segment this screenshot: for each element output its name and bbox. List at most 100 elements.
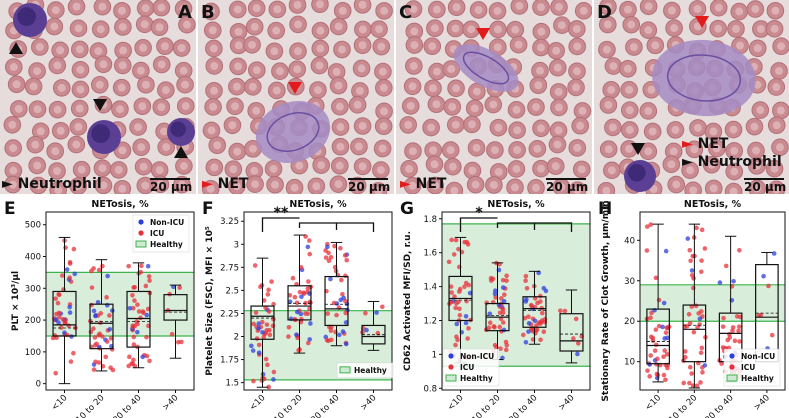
data-point — [529, 326, 534, 332]
panel-label-e: E — [4, 199, 16, 219]
data-point — [500, 277, 506, 283]
data-point — [689, 371, 694, 376]
data-point — [661, 372, 667, 378]
red-blood-cell-center — [553, 63, 562, 72]
data-point — [126, 363, 131, 369]
data-point — [696, 311, 701, 316]
scale-label: 20 µm — [546, 180, 589, 194]
red-blood-cell-center — [448, 102, 457, 111]
red-blood-cell-center — [537, 124, 546, 133]
data-point — [681, 380, 687, 386]
data-point — [135, 329, 140, 335]
data-point — [694, 383, 700, 389]
data-point — [338, 245, 343, 251]
legend-label: Healthy — [741, 374, 774, 383]
data-point — [265, 362, 270, 368]
data-point — [453, 305, 458, 311]
data-point — [504, 342, 510, 348]
red-blood-cell-center — [275, 67, 284, 76]
red-blood-cell-center — [689, 186, 698, 194]
red-blood-cell-center — [408, 147, 417, 156]
red-blood-cell-center — [512, 105, 521, 114]
legend-net-label: NET — [217, 176, 249, 192]
x-tick-label: >40 — [359, 393, 379, 413]
significance-marker: * — [475, 205, 483, 221]
data-point — [664, 325, 670, 330]
box — [250, 305, 275, 340]
red-blood-cell-center — [228, 121, 237, 130]
panel-label-c: C — [399, 2, 413, 23]
data-point — [93, 313, 98, 319]
y-tick-label: 1.4 — [423, 283, 437, 293]
red-blood-cell-center — [776, 106, 785, 115]
data-point — [110, 367, 116, 373]
data-point — [139, 263, 144, 269]
y-tick-label: 1.5 — [225, 379, 239, 389]
red-blood-cell-center — [335, 161, 344, 170]
x-tick-label: 20 to 40 — [507, 393, 539, 418]
red-blood-cell-center — [489, 100, 498, 109]
red-blood-cell-center — [118, 146, 127, 155]
red-blood-cell-center — [95, 80, 104, 89]
red-blood-cell-center — [134, 123, 143, 132]
red-blood-cell-center — [141, 181, 150, 190]
red-blood-cell-center — [378, 67, 387, 76]
red-blood-cell-center — [472, 143, 481, 152]
red-blood-cell-center — [179, 4, 188, 13]
red-blood-cell-center — [53, 166, 62, 175]
data-point — [254, 336, 260, 341]
red-blood-cell-center — [334, 81, 343, 90]
data-point — [297, 289, 303, 295]
data-point — [698, 380, 703, 385]
red-blood-cell-center — [250, 22, 259, 31]
red-blood-cell-center — [623, 64, 632, 73]
red-blood-cell-center — [14, 104, 23, 113]
red-blood-cell-center — [431, 181, 440, 190]
y-tick-label: 0.8 — [423, 384, 437, 394]
red-blood-cell-center — [72, 140, 81, 149]
red-blood-cell-center — [312, 182, 321, 191]
data-point — [286, 334, 291, 339]
data-point — [328, 254, 334, 260]
data-point — [689, 273, 695, 278]
data-point — [363, 310, 368, 316]
red-blood-cell-center — [709, 184, 718, 193]
panel-label-h: H — [598, 199, 612, 219]
data-point — [267, 332, 273, 338]
red-blood-cell-center — [578, 106, 587, 115]
neutrophil-nucleus — [628, 164, 646, 182]
data-point — [344, 257, 350, 263]
data-point — [266, 309, 272, 314]
data-point — [682, 349, 688, 354]
data-point — [524, 286, 530, 291]
red-blood-cell-center — [316, 44, 325, 53]
data-point — [463, 313, 469, 319]
box — [163, 294, 188, 321]
red-blood-cell-center — [337, 45, 346, 54]
scale-bar — [744, 178, 784, 180]
data-point — [258, 284, 263, 290]
x-tick-label: >40 — [161, 393, 181, 413]
red-blood-cell-center — [651, 41, 660, 50]
data-point — [53, 296, 59, 301]
data-point — [498, 296, 504, 301]
red-blood-cell-center — [667, 6, 676, 15]
x-tick-label: >40 — [557, 393, 577, 413]
red-blood-cell-center — [353, 181, 362, 190]
red-blood-cell-center — [603, 20, 612, 29]
red-blood-cell-center — [490, 146, 499, 155]
red-blood-cell-center — [34, 181, 43, 190]
red-arrow-icon: ► — [400, 176, 411, 192]
data-point — [130, 293, 135, 298]
red-blood-cell-center — [8, 180, 17, 189]
red-blood-cell-center — [644, 106, 653, 115]
red-blood-cell-center — [334, 180, 343, 189]
red-blood-cell-center — [272, 26, 281, 35]
legend-neutrophil: ► Neutrophil — [2, 176, 102, 192]
data-point — [267, 327, 272, 333]
plot-frame — [441, 211, 591, 391]
panel-label-b: B — [201, 2, 215, 23]
red-blood-cell-center — [155, 166, 164, 175]
data-point — [689, 268, 695, 273]
red-blood-cell-center — [295, 161, 304, 170]
